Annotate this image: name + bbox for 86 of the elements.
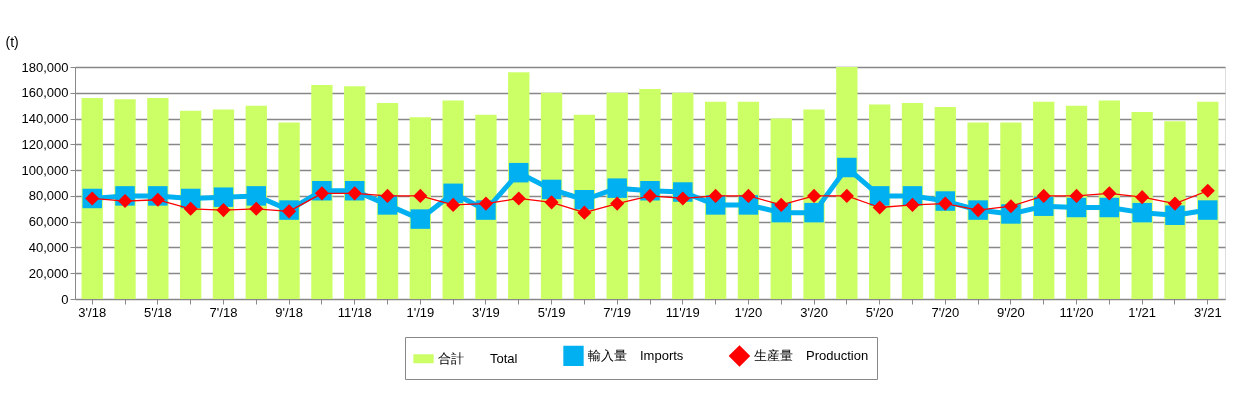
point <box>1200 183 1215 198</box>
y-tick-label: 20,000 <box>28 265 69 281</box>
point <box>839 188 854 203</box>
point <box>610 196 625 211</box>
point <box>413 188 428 203</box>
point <box>183 201 198 216</box>
point <box>607 178 627 198</box>
x-tick-label: 1'/19 <box>406 304 435 320</box>
bar <box>311 85 333 299</box>
point <box>1165 205 1185 225</box>
bar <box>278 122 300 299</box>
x-tick-label: 3'/18 <box>78 304 107 320</box>
point <box>1066 197 1087 218</box>
point <box>1132 202 1152 223</box>
x-tick-label: 1'/21 <box>1128 304 1157 320</box>
point <box>544 195 559 210</box>
x-tick-label: 5'/20 <box>865 304 894 320</box>
y-tick-label: 0 <box>61 291 69 307</box>
y-axis-title: (t) <box>5 33 19 50</box>
point <box>708 188 723 203</box>
legend-label: 生産量 Production <box>754 347 869 363</box>
y-tick-label: 80,000 <box>28 188 69 204</box>
point <box>806 188 822 203</box>
point <box>804 202 824 223</box>
point <box>837 157 857 178</box>
x-tick-label: 3'/21 <box>1193 304 1222 320</box>
y-tick-label: 40,000 <box>28 239 69 255</box>
bar <box>114 99 136 299</box>
x-tick-label: 11'/18 <box>337 304 372 320</box>
point <box>213 187 234 207</box>
point <box>1135 190 1150 205</box>
point <box>541 179 562 200</box>
legend-label: 輸入量 Imports <box>588 347 684 363</box>
y-tick-label: 180,000 <box>21 59 69 75</box>
point <box>216 203 231 218</box>
point <box>246 186 267 206</box>
y-tick-label: 160,000 <box>21 85 69 101</box>
bar <box>1098 100 1121 299</box>
bar <box>836 67 858 299</box>
x-tick-label: 7'/19 <box>603 304 632 320</box>
point <box>1198 200 1218 220</box>
point <box>443 183 463 204</box>
x-tick-label: 5'/19 <box>537 304 566 320</box>
bar <box>344 86 366 299</box>
point <box>869 186 890 206</box>
point <box>1069 188 1084 203</box>
point <box>741 188 756 203</box>
point <box>905 197 920 212</box>
y-tick-label: 60,000 <box>28 214 69 230</box>
x-tick-label: 3'/20 <box>800 304 828 320</box>
bar <box>967 122 989 299</box>
point <box>642 188 658 203</box>
x-tick-label: 9'/20 <box>997 304 1025 320</box>
point <box>1167 196 1183 211</box>
point <box>249 201 264 216</box>
y-tick-label: 120,000 <box>21 136 69 152</box>
bar <box>639 88 661 299</box>
x-tick-label: 3'/19 <box>472 304 500 320</box>
point <box>1036 188 1051 203</box>
point <box>410 209 431 229</box>
bar <box>934 106 956 299</box>
x-tick-label: 7'/18 <box>209 304 238 320</box>
x-tick-label: 9'/18 <box>275 304 303 320</box>
point <box>380 188 395 203</box>
point <box>577 205 592 220</box>
y-tick-label: 140,000 <box>21 111 69 127</box>
point <box>478 196 494 211</box>
x-tick-label: 1'/20 <box>734 304 763 320</box>
point <box>774 197 789 212</box>
point <box>872 200 887 215</box>
point <box>574 190 595 210</box>
bar <box>81 97 103 299</box>
x-tick-label: 11'/20 <box>1059 304 1094 320</box>
point <box>1099 197 1120 218</box>
point <box>511 191 526 206</box>
point <box>509 162 529 183</box>
x-tick-label: 11'/19 <box>665 304 700 320</box>
point <box>446 197 461 212</box>
x-tick-label: 7'/20 <box>931 304 960 320</box>
legend-label: 合計 Total <box>438 350 518 366</box>
bar <box>147 97 169 299</box>
point <box>117 193 133 209</box>
x-tick-label: 5'/18 <box>143 304 172 320</box>
y-tick-label: 100,000 <box>21 162 69 178</box>
bar <box>606 92 628 299</box>
point <box>1102 186 1117 201</box>
